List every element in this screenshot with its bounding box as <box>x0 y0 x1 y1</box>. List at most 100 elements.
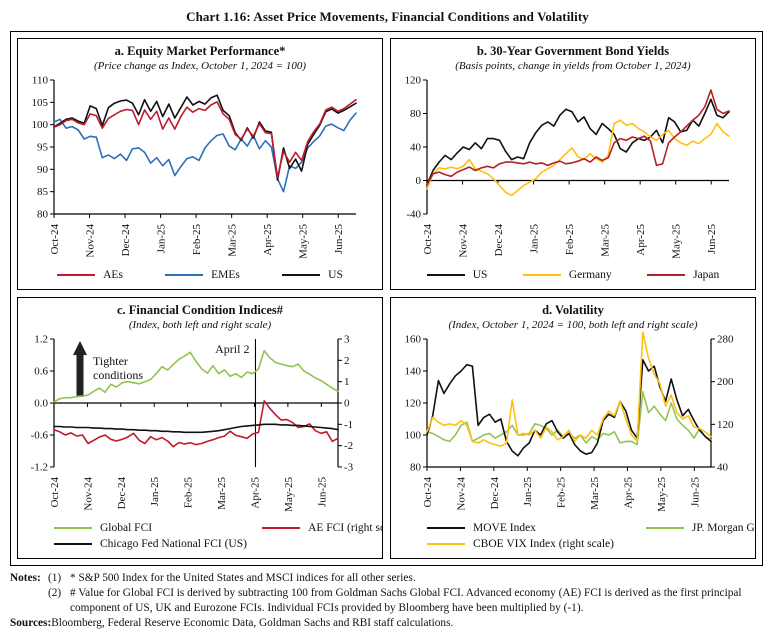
svg-text:Mar-25: Mar-25 <box>600 224 612 257</box>
legend-item: CBOE VIX Index (right scale) <box>427 538 614 550</box>
note-line-2: (2) # Value for Global FCI is derived by… <box>10 586 765 616</box>
svg-text:Nov-24: Nov-24 <box>82 477 94 511</box>
svg-text:2: 2 <box>344 355 350 367</box>
panel-d-legend: MOVE Index JP. Morgan Global FX Volatilit… <box>391 520 755 552</box>
panel-a-legend: AEs EMEs US <box>18 267 382 283</box>
legend-color-line <box>647 273 686 277</box>
svg-text:Tighter: Tighter <box>93 354 128 368</box>
svg-text:3: 3 <box>344 334 350 346</box>
legend-item: EMEs <box>165 269 240 281</box>
svg-text:80: 80 <box>410 108 422 120</box>
svg-text:Feb-25: Feb-25 <box>183 477 195 509</box>
legend-item: US <box>282 269 343 281</box>
svg-text:0: 0 <box>416 175 422 187</box>
panel-grid: a. Equity Market Performance* (Price cha… <box>17 38 756 559</box>
legend-label: MOVE Index <box>473 522 536 534</box>
svg-text:May-25: May-25 <box>298 224 310 259</box>
svg-text:80: 80 <box>37 209 49 221</box>
legend-label: JP. Morgan Global FX Volatility <box>691 522 755 534</box>
note-2-text: # Value for Global FCI is derived by sub… <box>70 586 742 614</box>
legend-color-line <box>645 526 684 530</box>
svg-text:-1.2: -1.2 <box>31 462 48 474</box>
legend-label: Global FCI <box>100 522 153 534</box>
sources-text: Bloomberg, Federal Reserve Economic Data… <box>51 616 454 629</box>
svg-text:110: 110 <box>32 75 49 87</box>
panel-c-legend: Global FCI AE FCI (right scale) Chicago Fe… <box>18 520 382 552</box>
svg-text:Apr-25: Apr-25 <box>635 224 647 256</box>
legend-color-line <box>262 526 301 530</box>
legend-row: MOVE Index JP. Morgan Global FX Volatilit… <box>391 520 755 536</box>
svg-text:0.6: 0.6 <box>34 366 48 378</box>
svg-text:100: 100 <box>405 430 422 442</box>
svg-text:Nov-24: Nov-24 <box>455 477 467 511</box>
svg-text:-40: -40 <box>406 209 421 221</box>
svg-text:80: 80 <box>410 462 422 474</box>
svg-text:-0.6: -0.6 <box>31 430 49 442</box>
legend-item: Germany <box>522 269 612 281</box>
svg-text:-3: -3 <box>344 462 354 474</box>
legend-item: Chicago Fed National FCI (US) <box>54 538 247 550</box>
svg-text:120: 120 <box>717 419 734 431</box>
page-title: Chart 1.16: Asset Price Movements, Finan… <box>186 9 589 24</box>
svg-text:Mar-25: Mar-25 <box>216 477 228 510</box>
notes-label: Notes: <box>10 572 41 584</box>
svg-text:April 2: April 2 <box>215 342 249 356</box>
svg-text:Feb-25: Feb-25 <box>556 477 568 509</box>
svg-text:0: 0 <box>344 398 350 410</box>
svg-text:Jan-25: Jan-25 <box>156 224 168 254</box>
svg-text:Jan-25: Jan-25 <box>149 477 161 507</box>
svg-text:Jan-25: Jan-25 <box>522 477 534 507</box>
svg-text:Dec-24: Dec-24 <box>493 224 505 257</box>
legend-color-line <box>57 273 96 277</box>
legend-row: Chicago Fed National FCI (US) <box>18 536 382 552</box>
svg-text:Oct-24: Oct-24 <box>49 477 61 508</box>
note-1-text: * S&P 500 Index for the United States an… <box>70 572 416 584</box>
legend-label: Japan <box>693 269 720 281</box>
legend-label: Chicago Fed National FCI (US) <box>100 538 247 550</box>
svg-text:May-25: May-25 <box>671 224 683 259</box>
svg-text:Mar-25: Mar-25 <box>227 224 239 257</box>
legend-item: JP. Morgan Global FX Volatility <box>645 522 755 534</box>
svg-text:120: 120 <box>405 75 422 87</box>
svg-text:90: 90 <box>37 164 49 176</box>
panel-bond-yields: b. 30-Year Government Bond Yields (Basis… <box>390 38 756 290</box>
svg-text:1: 1 <box>344 376 350 388</box>
panel-c-subtitle: (Index, both left and right scale) <box>128 319 272 331</box>
panel-volatility: d. Volatility (Index, October 1, 2024 = … <box>390 297 756 559</box>
svg-text:85: 85 <box>37 186 49 198</box>
svg-text:1.2: 1.2 <box>34 334 48 346</box>
legend-label: US <box>328 269 343 281</box>
panel-d-title: d. Volatility <box>542 303 604 317</box>
svg-text:Feb-25: Feb-25 <box>191 224 203 256</box>
svg-text:Feb-25: Feb-25 <box>564 224 576 256</box>
svg-text:May-25: May-25 <box>283 477 295 512</box>
legend-row: Global FCI AE FCI (right scale) <box>18 520 382 536</box>
legend-label: AE FCI (right scale) <box>308 522 382 534</box>
legend-item: AE FCI (right scale) <box>262 522 382 534</box>
svg-text:40: 40 <box>717 462 729 474</box>
svg-text:100: 100 <box>32 119 49 131</box>
legend-item: Global FCI <box>54 522 152 534</box>
panel-b-title: b. 30-Year Government Bond Yields <box>476 44 670 58</box>
svg-text:Nov-24: Nov-24 <box>458 224 470 258</box>
svg-text:-1: -1 <box>344 419 353 431</box>
legend-color-line <box>282 273 321 277</box>
legend-label: US <box>472 269 488 281</box>
legend-color-line <box>427 526 465 530</box>
svg-text:Jan-25: Jan-25 <box>529 224 541 254</box>
note-line-1: Notes: (1) * S&P 500 Index for the Unite… <box>10 571 765 586</box>
legend-item: AEs <box>57 269 123 281</box>
svg-text:Apr-25: Apr-25 <box>249 477 261 509</box>
svg-text:Dec-24: Dec-24 <box>116 477 128 510</box>
svg-text:Dec-24: Dec-24 <box>120 224 132 257</box>
financial-conditions-chart: 1.2 0.6 0.0 -0.6 -1.2 3 2 1 0 -1 -2 -3 Oct-24 Nov-24 D… <box>31 334 354 512</box>
legend-color-line <box>54 526 92 530</box>
svg-text:May-25: May-25 <box>656 477 668 512</box>
svg-text:0.0: 0.0 <box>34 398 48 410</box>
svg-text:280: 280 <box>717 334 734 346</box>
panel-financial-conditions: c. Financial Condition Indices# (Index, … <box>17 297 383 559</box>
legend-color-line <box>165 273 204 277</box>
svg-text:Oct-24: Oct-24 <box>422 477 434 508</box>
note-2-num: (2) <box>48 586 62 599</box>
legend-item: MOVE Index <box>427 522 536 534</box>
